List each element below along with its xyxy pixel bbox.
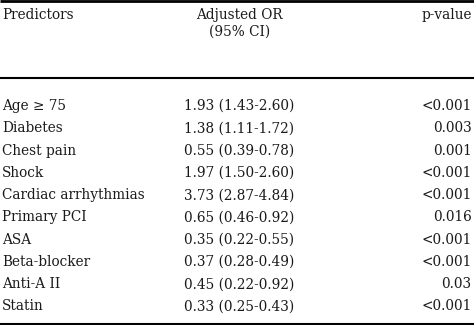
Text: 0.016: 0.016: [433, 211, 472, 225]
Text: 0.03: 0.03: [441, 277, 472, 291]
Text: <0.001: <0.001: [421, 300, 472, 314]
Text: <0.001: <0.001: [421, 188, 472, 202]
Text: <0.001: <0.001: [421, 255, 472, 269]
Text: Beta-blocker: Beta-blocker: [2, 255, 91, 269]
Text: Anti-A II: Anti-A II: [2, 277, 61, 291]
Text: Primary PCI: Primary PCI: [2, 211, 87, 225]
Text: Adjusted OR
(95% CI): Adjusted OR (95% CI): [196, 8, 283, 38]
Text: Cardiac arrhythmias: Cardiac arrhythmias: [2, 188, 145, 202]
Text: 0.35 (0.22-0.55): 0.35 (0.22-0.55): [184, 233, 294, 247]
Text: 0.001: 0.001: [433, 144, 472, 158]
Text: Shock: Shock: [2, 166, 45, 180]
Text: Diabetes: Diabetes: [2, 122, 63, 136]
Text: Predictors: Predictors: [2, 8, 74, 22]
Text: 0.33 (0.25-0.43): 0.33 (0.25-0.43): [184, 300, 294, 314]
Text: ASA: ASA: [2, 233, 31, 247]
Text: 3.73 (2.87-4.84): 3.73 (2.87-4.84): [184, 188, 294, 202]
Text: 0.55 (0.39-0.78): 0.55 (0.39-0.78): [184, 144, 294, 158]
Text: Age ≥ 75: Age ≥ 75: [2, 99, 66, 113]
Text: <0.001: <0.001: [421, 166, 472, 180]
Text: 0.65 (0.46-0.92): 0.65 (0.46-0.92): [184, 211, 294, 225]
Text: 1.93 (1.43-2.60): 1.93 (1.43-2.60): [184, 99, 294, 113]
Text: <0.001: <0.001: [421, 99, 472, 113]
Text: 1.97 (1.50-2.60): 1.97 (1.50-2.60): [184, 166, 294, 180]
Text: <0.001: <0.001: [421, 233, 472, 247]
Text: Chest pain: Chest pain: [2, 144, 76, 158]
Text: p-value: p-value: [421, 8, 472, 22]
Text: 0.45 (0.22-0.92): 0.45 (0.22-0.92): [184, 277, 294, 291]
Text: Statin: Statin: [2, 300, 44, 314]
Text: 0.003: 0.003: [433, 122, 472, 136]
Text: 0.37 (0.28-0.49): 0.37 (0.28-0.49): [184, 255, 294, 269]
Text: 1.38 (1.11-1.72): 1.38 (1.11-1.72): [184, 122, 294, 136]
